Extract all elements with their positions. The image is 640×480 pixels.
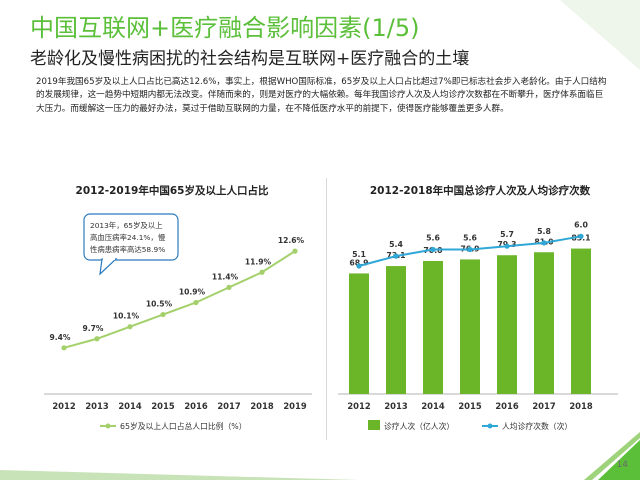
- left-x-tick-label: 2016: [184, 401, 207, 411]
- bottom-left-swoosh: [0, 470, 360, 480]
- left-x-tick-label: 2013: [85, 401, 108, 411]
- page-title: 中国互联网+医疗融合影响因素(1/5): [30, 14, 420, 42]
- per-capita-data-label: 5.6: [463, 234, 477, 243]
- callout-box: [83, 213, 179, 261]
- visits-bar: [497, 255, 517, 394]
- right-x-tick-label: 2015: [458, 401, 481, 411]
- right-x-tick-label: 2014: [421, 401, 444, 411]
- callout-pointer: [99, 258, 118, 276]
- bottom-right-accent: [584, 432, 640, 480]
- aging-point: [94, 336, 100, 342]
- visits-bar: [386, 266, 406, 394]
- right-x-tick-label: 2012: [347, 401, 370, 411]
- callout-line-3: 性病患病率高达58.9%: [90, 245, 165, 254]
- visits-bar: [349, 273, 369, 394]
- legend-bar-swatch: [368, 420, 380, 430]
- aging-data-label: 11.4%: [212, 272, 239, 281]
- legend-label-aging: 65岁及以上人口占总人口比例（%）: [120, 421, 247, 431]
- callout-annotation: 2013年，65岁及以上 高血压病率24.1%，慢 性病患病率高达58.9%: [83, 213, 179, 276]
- left-x-tick-label: 2014: [118, 401, 141, 411]
- per-capita-point: [504, 243, 510, 249]
- right-chart-legend: 诊疗人次（亿人次） 人均诊疗次数（次）: [368, 420, 572, 431]
- visits-data-label: 68.9: [349, 258, 368, 267]
- per-capita-point: [356, 263, 362, 269]
- legend-label-per-capita: 人均诊疗次数（次）: [502, 421, 572, 431]
- aging-population-chart: 2012-2019年中国65岁及以上人口占比 9.4% 9.7% 10.1% 10.5…: [44, 184, 312, 431]
- intro-paragraph: 2019年我国65岁及以上人口占比已高达12.6%，事实上，根据WHO国际标准，…: [36, 77, 607, 114]
- visits-bar: [571, 248, 591, 394]
- aging-data-label: 10.5%: [146, 300, 173, 309]
- visits-bar: [534, 252, 554, 394]
- per-capita-point: [541, 240, 547, 246]
- aging-data-label: 10.9%: [179, 287, 206, 296]
- right-x-tick-label: 2017: [532, 401, 555, 411]
- right-x-tick-label: 2013: [384, 401, 407, 411]
- left-chart-legend: 65岁及以上人口占总人口比例（%）: [100, 421, 247, 431]
- aging-point: [292, 248, 298, 254]
- aging-point: [127, 324, 133, 330]
- left-x-tick-label: 2019: [283, 401, 306, 411]
- per-capita-point: [467, 246, 473, 253]
- left-x-tick-label: 2015: [151, 401, 174, 411]
- per-capita-point: [393, 253, 399, 259]
- chart-divider: [326, 178, 327, 440]
- per-capita-data-label: 5.8: [537, 227, 551, 236]
- aging-point: [259, 269, 265, 275]
- per-capita-data-label: 5.6: [426, 234, 440, 243]
- aging-data-label: 12.6%: [278, 236, 305, 245]
- left-x-tick-label: 2012: [52, 401, 75, 411]
- per-capita-point: [430, 246, 436, 253]
- per-capita-data-label: 5.4: [389, 240, 403, 249]
- top-right-triangle: [560, 0, 640, 70]
- legend-marker: [105, 423, 111, 429]
- aging-point: [61, 345, 67, 351]
- aging-series-line: [63, 250, 296, 349]
- legend-marker-blue: [487, 423, 493, 429]
- per-capita-point: [578, 233, 584, 239]
- aging-point: [193, 299, 199, 306]
- left-x-tick-label: 2018: [250, 401, 273, 411]
- bottom-right-corner: [598, 440, 640, 480]
- legend-label-visits: 诊疗人次（亿人次）: [384, 421, 454, 431]
- aging-data-label: 11.9%: [245, 257, 272, 266]
- aging-point: [226, 284, 232, 290]
- visits-bar: [423, 261, 443, 394]
- right-x-tick-label: 2018: [569, 401, 592, 411]
- callout-line-1: 2013年，65岁及以上: [90, 221, 163, 230]
- right-chart-title: 2012-2018年中国总诊疗人次及人均诊疗次数: [370, 184, 591, 197]
- right-x-tick-label: 2016: [495, 401, 518, 411]
- left-x-tick-label: 2017: [217, 401, 240, 411]
- page-subtitle: 老龄化及慢性病困扰的社会结构是互联网+医疗融合的土壤: [30, 49, 470, 69]
- aging-data-label: 10.1%: [113, 312, 140, 321]
- per-capita-data-label: 6.0: [574, 220, 588, 229]
- page-number: 14: [616, 460, 628, 470]
- aging-point: [160, 311, 166, 318]
- left-chart-title: 2012-2019年中国65岁及以上人口占比: [76, 184, 269, 197]
- aging-data-label: 9.7%: [82, 324, 103, 333]
- aging-data-label: 9.4%: [49, 333, 70, 342]
- visits-bar: [460, 259, 480, 394]
- callout-line-2: 高血压病率24.1%，慢: [90, 233, 166, 242]
- per-capita-data-label: 5.1: [352, 250, 366, 259]
- visits-chart: 2012-2018年中国总诊疗人次及人均诊疗次数 68.973.176.076.…: [338, 184, 618, 431]
- per-capita-data-label: 5.7: [500, 230, 514, 239]
